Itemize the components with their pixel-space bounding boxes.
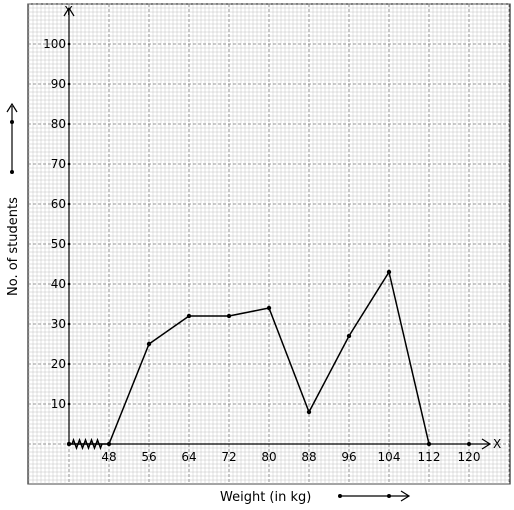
- x-tick-label: 104: [378, 450, 401, 464]
- y-tick-label: 70: [51, 157, 66, 171]
- y-tick-label: 40: [51, 277, 66, 291]
- data-point: [266, 305, 272, 311]
- x-tick-label: 120: [458, 450, 481, 464]
- y-tick-dot: [67, 402, 71, 406]
- y-axis-label: No. of students: [6, 197, 21, 296]
- data-point: [106, 441, 112, 447]
- x-tick-label: 64: [181, 450, 196, 464]
- data-point: [66, 441, 72, 447]
- x-tick-label: 88: [301, 450, 316, 464]
- y-tick-dot: [67, 42, 71, 46]
- x-label-arrowhead: [400, 490, 411, 502]
- x-tick-label: 72: [221, 450, 236, 464]
- y-tick-label: 50: [51, 237, 66, 251]
- data-point: [426, 441, 432, 447]
- y-axis-arrowhead: [63, 6, 75, 17]
- arrow-indicators: [6, 102, 411, 502]
- x-tick-label: 96: [341, 450, 356, 464]
- y-tick-dot: [67, 122, 71, 126]
- data-point: [346, 333, 352, 339]
- x-axis-letter: X: [493, 437, 501, 451]
- x-tick-label: 48: [101, 450, 116, 464]
- data-point: [186, 313, 192, 319]
- y-tick-dot: [67, 362, 71, 366]
- y-tick-label: 100: [43, 37, 66, 51]
- data-point: [306, 409, 312, 415]
- x-tick-label: 56: [141, 450, 156, 464]
- x-axis-end-point: [467, 442, 471, 446]
- y-tick-label: 60: [51, 197, 66, 211]
- marks: [66, 269, 432, 447]
- y-tick-label: 90: [51, 77, 66, 91]
- x-label-arrow-dot: [338, 494, 342, 498]
- axes: 10 20 30 40 50 60 70 80 90 100 48 56 64 72 80 88 96 104 11…: [43, 6, 492, 464]
- x-tick-label: 80: [261, 450, 276, 464]
- y-tick-dot: [67, 242, 71, 246]
- y-tick-dot: [67, 322, 71, 326]
- y-tick-label: 10: [51, 397, 66, 411]
- x-label-arrow-dot: [387, 494, 391, 498]
- data-point: [146, 341, 152, 347]
- y-label-arrowhead: [6, 102, 18, 113]
- y-tick-label: 30: [51, 317, 66, 331]
- y-label-arrow-dot: [10, 170, 14, 174]
- y-tick-dot: [67, 282, 71, 286]
- labels: Y X Weight (in kg) No. of students: [6, 4, 501, 505]
- y-label-arrow-dot: [10, 120, 14, 124]
- data-point: [386, 269, 392, 275]
- y-axis-letter: Y: [64, 4, 73, 18]
- x-axis-arrowhead: [481, 438, 492, 450]
- series-line: [69, 270, 430, 445]
- y-tick-label: 80: [51, 117, 66, 131]
- y-tick-dot: [67, 202, 71, 206]
- x-axis-label: Weight (in kg): [220, 490, 311, 505]
- grid: [28, 3, 510, 485]
- data-point: [226, 313, 232, 319]
- x-tick-label: 112: [418, 450, 441, 464]
- y-tick-dot: [67, 82, 71, 86]
- y-tick-label: 20: [51, 357, 66, 371]
- y-tick-dot: [67, 162, 71, 166]
